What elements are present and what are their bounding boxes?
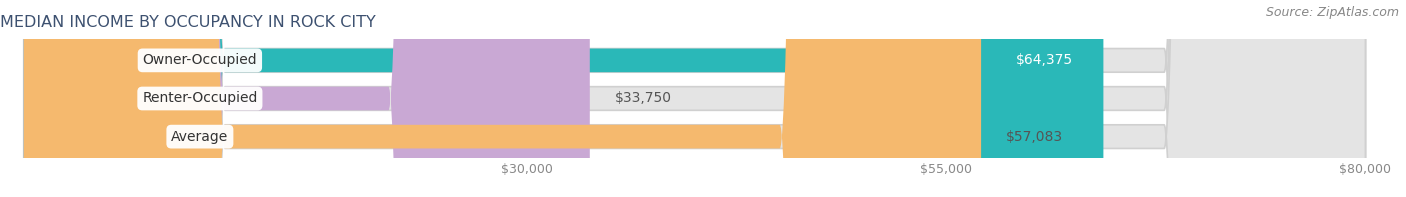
Text: Source: ZipAtlas.com: Source: ZipAtlas.com	[1265, 6, 1399, 19]
FancyBboxPatch shape	[24, 0, 1365, 197]
FancyBboxPatch shape	[24, 0, 589, 197]
FancyBboxPatch shape	[24, 0, 1365, 197]
Text: Owner-Occupied: Owner-Occupied	[142, 53, 257, 67]
Text: Renter-Occupied: Renter-Occupied	[142, 91, 257, 106]
Text: Average: Average	[172, 130, 229, 144]
Text: MEDIAN INCOME BY OCCUPANCY IN ROCK CITY: MEDIAN INCOME BY OCCUPANCY IN ROCK CITY	[0, 15, 375, 30]
Text: $33,750: $33,750	[614, 91, 672, 106]
FancyBboxPatch shape	[24, 0, 1104, 197]
FancyBboxPatch shape	[24, 0, 1365, 197]
Text: $57,083: $57,083	[1007, 130, 1063, 144]
FancyBboxPatch shape	[24, 0, 981, 197]
Text: $64,375: $64,375	[1017, 53, 1073, 67]
